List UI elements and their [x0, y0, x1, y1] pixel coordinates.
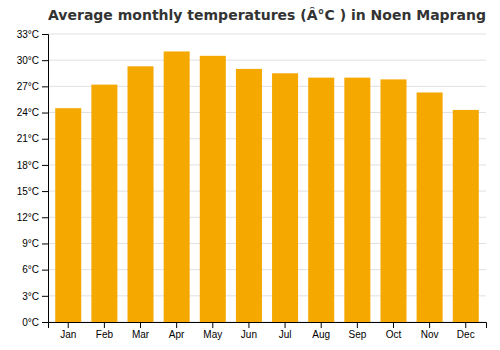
bar [344, 78, 370, 322]
grid-line [48, 60, 486, 61]
bar [91, 85, 117, 322]
bars [55, 51, 479, 322]
tick-mark [42, 243, 48, 244]
tick: Feb [96, 322, 114, 340]
tick-label: 0°C [22, 317, 39, 328]
bar [272, 73, 298, 322]
tick: Oct [386, 322, 402, 340]
tick: Apr [169, 322, 185, 340]
tick-mark [68, 322, 69, 328]
x-axis: Jan Feb Mar Apr May Jun Jul Aug Sep Oct Nov Dec [49, 322, 487, 340]
tick-mark [42, 270, 48, 271]
tick-mark [42, 60, 48, 61]
bar [453, 110, 479, 322]
tick-mark [285, 322, 286, 328]
tick-label: May [203, 329, 222, 340]
bar [200, 56, 226, 322]
tick: Dec [457, 322, 475, 340]
tick-mark [42, 322, 48, 323]
tick: 18°C [17, 160, 48, 171]
tick-label: 9°C [22, 238, 39, 249]
tick-mark [42, 139, 48, 140]
tick-mark [248, 322, 249, 328]
title: Average monthly temperatures (Â°C ) in N… [48, 7, 486, 23]
tick-mark [42, 86, 48, 87]
tick-label: 15°C [17, 186, 39, 197]
tick-label: Oct [386, 329, 402, 340]
tick: Sep [348, 322, 366, 340]
bar [380, 79, 406, 322]
tick-mark [42, 191, 48, 192]
tick-label: Jan [60, 329, 76, 340]
tick: 24°C [17, 107, 48, 118]
tick-label: 27°C [17, 81, 39, 92]
tick-label: Dec [457, 329, 475, 340]
tick-mark [42, 296, 48, 297]
tick-label: Nov [421, 329, 439, 340]
tick: Jun [241, 322, 257, 340]
tick-mark [42, 217, 48, 218]
tick-label: Jul [279, 329, 292, 340]
grid-line [48, 34, 486, 35]
tick: Mar [132, 322, 150, 340]
tick-label: Aug [312, 329, 330, 340]
tick-mark [357, 322, 358, 328]
grid [48, 34, 486, 322]
tick-mark [140, 322, 141, 328]
plot-area: 0°C 3°C 6°C 9°C 12°C 15°C 18°C 21°C 24°C 27°C 30°C… [17, 29, 487, 340]
tick-mark [321, 322, 322, 328]
tick: 0°C [22, 317, 48, 328]
tick: 30°C [17, 55, 48, 66]
tick-label: Jun [241, 329, 257, 340]
tick: 27°C [17, 81, 48, 92]
tick: Nov [421, 322, 439, 340]
tick-label: Sep [348, 329, 366, 340]
tick-mark [42, 165, 48, 166]
bar [128, 66, 154, 322]
tick-label: 24°C [17, 107, 39, 118]
tick-label: 21°C [17, 133, 39, 144]
tick: Jul [279, 322, 292, 340]
tick: Aug [312, 322, 330, 340]
tick: 6°C [22, 264, 48, 275]
axis-line [42, 35, 49, 323]
tick: 21°C [17, 133, 48, 144]
bar [308, 78, 334, 322]
bar [164, 51, 190, 322]
tick-mark [42, 113, 48, 114]
tick-mark [429, 322, 430, 328]
y-axis: 0°C 3°C 6°C 9°C 12°C 15°C 18°C 21°C 24°C 27°C 30°C… [17, 29, 49, 328]
tick: 33°C [17, 29, 48, 40]
bar [417, 92, 443, 322]
tick: May [203, 322, 222, 340]
tick-label: 6°C [22, 264, 39, 275]
tick-label: 3°C [22, 291, 39, 302]
bar [236, 69, 262, 322]
tick-mark [176, 322, 177, 328]
chart: 0°C 3°C 6°C 9°C 12°C 15°C 18°C 21°C 24°C 27°C 30°C… [0, 0, 500, 350]
tick-label: 18°C [17, 160, 39, 171]
tick-label: 12°C [17, 212, 39, 223]
tick: 3°C [22, 291, 48, 302]
tick-mark [393, 322, 394, 328]
tick: 15°C [17, 186, 48, 197]
tick-label: Feb [96, 329, 114, 340]
tick-label: 33°C [17, 29, 39, 40]
tick-label: Mar [132, 329, 150, 340]
tick: 9°C [22, 238, 48, 249]
tick-mark [212, 322, 213, 328]
tick-mark [104, 322, 105, 328]
axis-line [49, 323, 487, 329]
tick-label: 30°C [17, 55, 39, 66]
tick-mark [42, 34, 48, 35]
tick: Jan [60, 322, 76, 340]
tick-mark [465, 322, 466, 328]
bar [55, 108, 81, 322]
tick: 12°C [17, 212, 48, 223]
tick-label: Apr [169, 329, 185, 340]
